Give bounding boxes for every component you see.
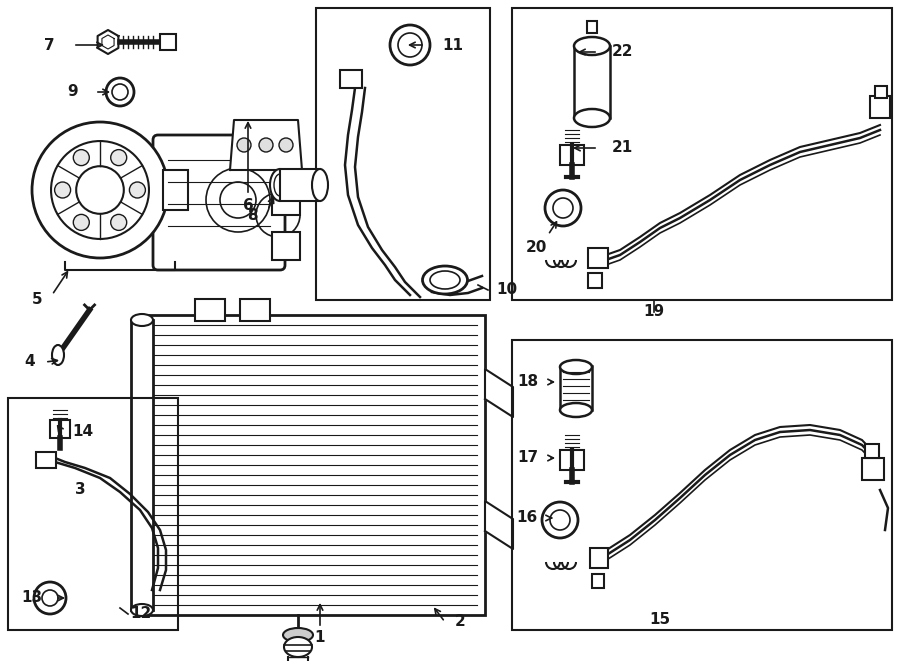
Text: 6: 6 <box>243 198 254 212</box>
Circle shape <box>42 590 58 606</box>
Bar <box>160 34 176 50</box>
Polygon shape <box>97 30 119 54</box>
Circle shape <box>279 138 293 152</box>
Bar <box>592 574 604 588</box>
Ellipse shape <box>283 628 313 642</box>
Bar <box>590 548 608 568</box>
Bar <box>272 180 300 215</box>
Bar <box>512 340 892 630</box>
Circle shape <box>34 582 66 614</box>
Text: 1: 1 <box>315 631 325 646</box>
Bar <box>574 46 610 118</box>
Text: 11: 11 <box>442 38 463 52</box>
Bar <box>240 299 270 321</box>
Bar <box>875 86 887 98</box>
Circle shape <box>111 149 127 166</box>
Text: 4: 4 <box>24 354 35 369</box>
Text: 2: 2 <box>455 615 466 629</box>
Bar <box>560 450 584 470</box>
Circle shape <box>55 182 70 198</box>
Circle shape <box>51 141 149 239</box>
Polygon shape <box>230 120 302 170</box>
Text: 12: 12 <box>130 607 151 621</box>
Circle shape <box>111 214 127 231</box>
Bar <box>588 248 608 268</box>
Text: 17: 17 <box>517 451 538 465</box>
Text: 16: 16 <box>517 510 538 525</box>
Bar <box>280 169 320 201</box>
Ellipse shape <box>131 604 153 616</box>
Bar <box>131 320 153 610</box>
Bar <box>50 420 70 438</box>
Circle shape <box>73 214 89 231</box>
Circle shape <box>550 510 570 530</box>
FancyBboxPatch shape <box>153 135 285 270</box>
Text: 8: 8 <box>248 208 258 223</box>
Circle shape <box>76 166 124 214</box>
Bar <box>36 452 56 468</box>
Ellipse shape <box>52 345 64 365</box>
Ellipse shape <box>284 637 312 657</box>
Text: 13: 13 <box>21 590 42 605</box>
Circle shape <box>73 149 89 166</box>
Bar <box>512 8 892 300</box>
Circle shape <box>390 25 430 65</box>
Bar <box>195 299 225 321</box>
Circle shape <box>259 138 273 152</box>
Circle shape <box>237 138 251 152</box>
Bar <box>316 8 490 300</box>
Circle shape <box>398 33 422 57</box>
Bar <box>587 21 597 33</box>
Bar <box>272 232 300 260</box>
Circle shape <box>112 84 128 100</box>
Text: 19: 19 <box>644 305 664 319</box>
Polygon shape <box>485 369 513 417</box>
Ellipse shape <box>312 169 328 201</box>
Ellipse shape <box>560 403 592 417</box>
Ellipse shape <box>560 360 592 374</box>
Polygon shape <box>485 501 513 549</box>
Ellipse shape <box>422 266 467 294</box>
Text: 5: 5 <box>32 293 42 307</box>
Bar <box>588 273 602 288</box>
Bar <box>8 398 178 630</box>
Text: 14: 14 <box>72 424 93 440</box>
Circle shape <box>553 198 573 218</box>
Ellipse shape <box>574 109 610 127</box>
Circle shape <box>32 122 168 258</box>
Ellipse shape <box>131 314 153 326</box>
Text: 9: 9 <box>68 85 78 100</box>
Circle shape <box>130 182 146 198</box>
Bar <box>145 315 485 615</box>
Ellipse shape <box>574 37 610 55</box>
Text: 21: 21 <box>612 141 634 155</box>
Text: 3: 3 <box>75 483 86 498</box>
Circle shape <box>545 190 581 226</box>
Text: 10: 10 <box>496 282 518 297</box>
Text: 15: 15 <box>650 613 670 627</box>
Bar <box>560 366 592 410</box>
Text: 20: 20 <box>526 241 546 256</box>
Bar <box>865 444 879 458</box>
Bar <box>862 458 884 480</box>
Bar <box>560 145 584 165</box>
Ellipse shape <box>270 169 290 201</box>
Bar <box>163 170 188 210</box>
Bar <box>870 96 890 118</box>
Bar <box>340 70 362 88</box>
Text: 18: 18 <box>517 375 538 389</box>
Circle shape <box>542 502 578 538</box>
Text: 22: 22 <box>612 44 634 59</box>
Text: 7: 7 <box>44 38 55 52</box>
Circle shape <box>106 78 134 106</box>
